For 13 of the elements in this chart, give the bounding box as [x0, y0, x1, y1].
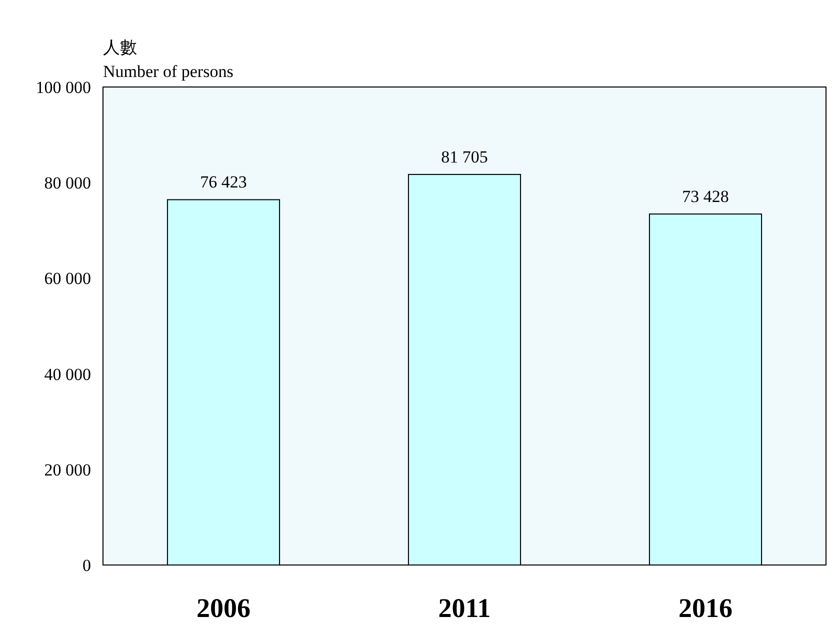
y-tick-label: 40 000: [44, 364, 91, 384]
data-label: 73 428: [682, 187, 729, 206]
y-tick-label: 60 000: [44, 269, 91, 288]
y-tick-label: 100 000: [36, 78, 91, 97]
x-tick-label: 2006: [196, 593, 250, 623]
data-label: 76 423: [200, 172, 247, 192]
x-tick-label: 2011: [438, 593, 491, 623]
x-tick-label: 2016: [678, 593, 732, 623]
y-axis-title: 人數 Number of persons: [103, 38, 234, 81]
y-tick-label: 20 000: [44, 460, 91, 480]
data-label: 81 705: [441, 147, 488, 166]
y-tick-label: 0: [82, 556, 91, 575]
y-tick-label: 80 000: [44, 174, 91, 193]
